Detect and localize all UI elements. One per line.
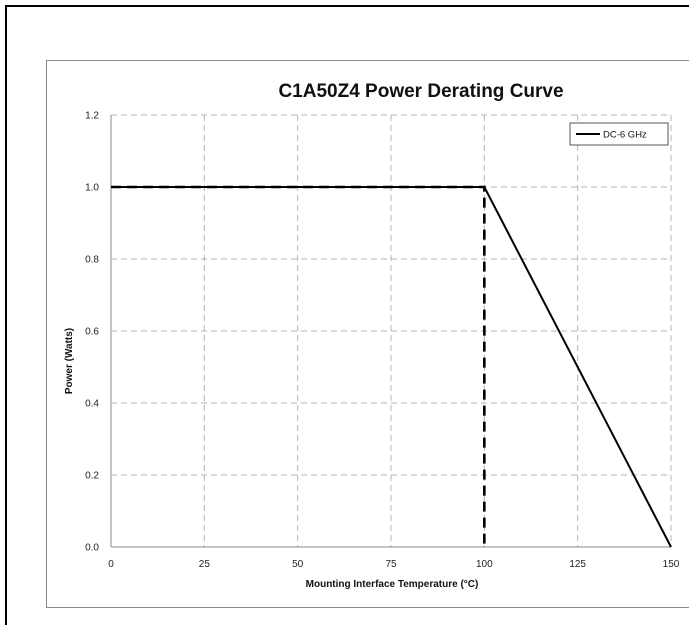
chart-area: C1A50Z4 Power Derating Curve 0 25 50 75 100 1… bbox=[46, 60, 689, 608]
x-tick-label: 50 bbox=[292, 559, 304, 570]
y-tick-label: 0.0 bbox=[85, 543, 99, 554]
y-axis-title: Power (Watts) bbox=[64, 328, 75, 394]
x-tick-label: 0 bbox=[108, 559, 114, 570]
grid-layer bbox=[110, 114, 672, 548]
y-tick-label: 0.4 bbox=[85, 399, 99, 410]
legend-label: DC-6 GHz bbox=[603, 130, 647, 141]
y-tick-label: 0.8 bbox=[85, 255, 99, 266]
y-tick-label: 0.2 bbox=[85, 471, 99, 482]
y-tick-label: 0.6 bbox=[85, 327, 99, 338]
x-tick-label: 100 bbox=[476, 559, 493, 570]
x-tick-label: 150 bbox=[663, 559, 680, 570]
axis-layer: 0 25 50 75 100 125 150 0.0 0.2 0.4 0.6 0.8 1.0 1.2 bbox=[85, 111, 680, 571]
y-tick-label: 1.2 bbox=[85, 111, 99, 122]
chart-title: C1A50Z4 Power Derating Curve bbox=[278, 81, 563, 102]
y-tick-label: 1.0 bbox=[85, 183, 99, 194]
dashed-reference-line bbox=[111, 185, 486, 547]
chart-svg: C1A50Z4 Power Derating Curve 0 25 50 75 100 1… bbox=[64, 81, 680, 590]
legend: DC-6 GHz bbox=[569, 122, 669, 146]
outer-frame bbox=[5, 5, 689, 625]
x-axis-title: Mounting Interface Temperature (°C) bbox=[306, 579, 479, 590]
x-tick-label: 25 bbox=[199, 559, 211, 570]
series-layer bbox=[111, 185, 672, 548]
x-tick-label: 75 bbox=[385, 559, 397, 570]
legend-box bbox=[569, 122, 669, 146]
x-tick-label: 125 bbox=[569, 559, 586, 570]
